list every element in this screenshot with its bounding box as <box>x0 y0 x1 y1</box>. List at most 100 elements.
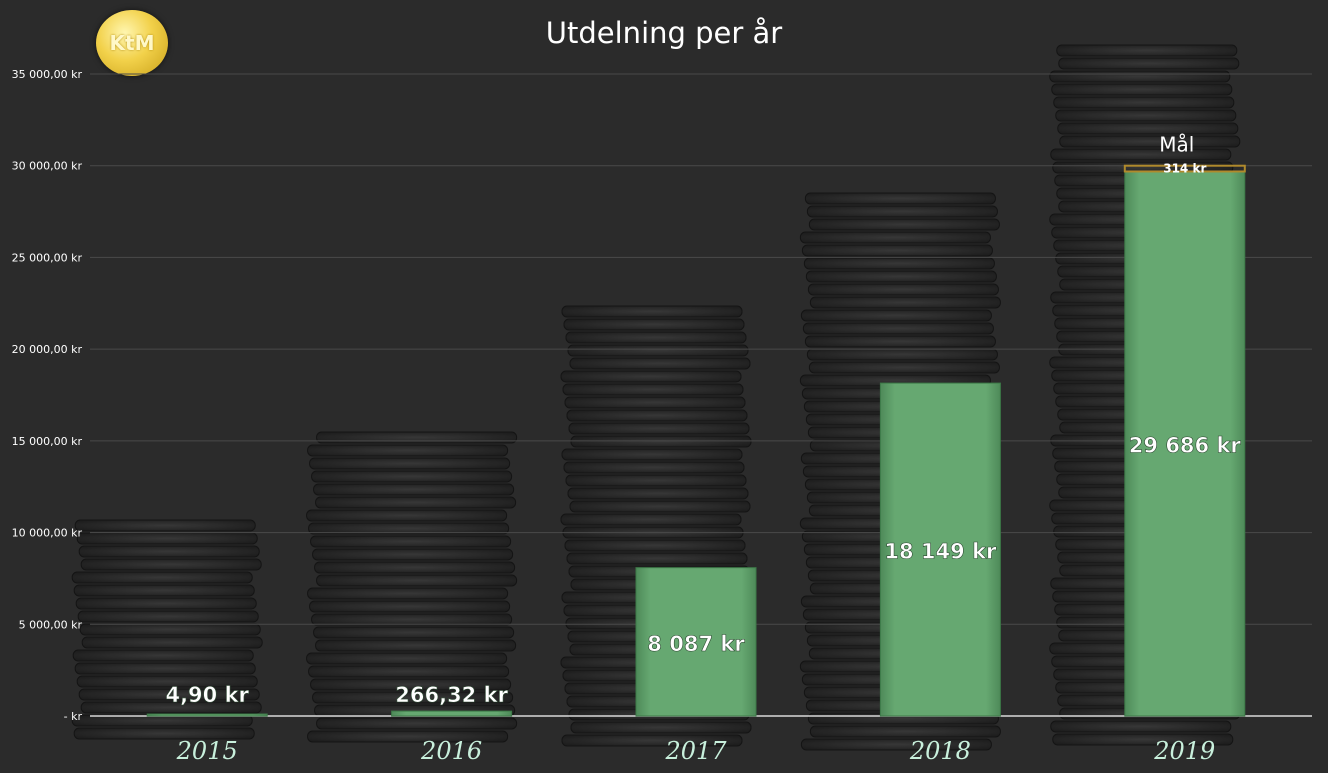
coin <box>799 231 991 244</box>
ktm-logo: KtM <box>96 10 168 76</box>
coin <box>81 636 263 649</box>
coin <box>310 535 512 548</box>
coin <box>311 613 513 626</box>
coin <box>1059 135 1241 148</box>
coin <box>72 649 254 662</box>
coin <box>1053 96 1235 109</box>
coin <box>307 730 509 743</box>
coin <box>80 558 262 571</box>
coin <box>308 665 510 678</box>
coin <box>75 597 257 610</box>
coin <box>1055 109 1237 122</box>
x-tick-label: 2017 <box>664 737 727 765</box>
coin <box>804 335 996 348</box>
coin <box>565 331 747 344</box>
coin <box>307 587 509 600</box>
coin <box>313 626 515 639</box>
coin <box>315 496 517 509</box>
coin <box>561 448 743 461</box>
logo-text: KtM <box>109 31 155 55</box>
coin <box>76 532 258 545</box>
bar <box>635 567 757 717</box>
coin <box>80 701 262 714</box>
coin <box>73 584 255 597</box>
coin <box>801 244 993 257</box>
coin <box>560 370 742 383</box>
y-tick-label: 30 000,00 kr <box>12 160 83 173</box>
coin <box>567 344 749 357</box>
data-label: 8 087 kr <box>647 632 745 656</box>
bar <box>879 382 1001 717</box>
coin <box>78 545 260 558</box>
chart-title: Utdelning per år <box>545 16 783 50</box>
y-tick-label: 25 000,00 kr <box>12 251 83 264</box>
coin <box>570 721 752 734</box>
coin <box>562 383 744 396</box>
bars: 4,90 kr 266,32 kr 8 087 kr 18 149 kr 29 686 … <box>146 133 1246 717</box>
coin <box>563 461 745 474</box>
coin <box>310 678 512 691</box>
coin <box>316 431 518 444</box>
coin <box>308 522 510 535</box>
coin <box>309 457 511 470</box>
coin <box>564 539 746 552</box>
coin <box>312 548 514 561</box>
coin <box>561 305 743 318</box>
coin <box>809 725 1001 738</box>
coin <box>800 309 992 322</box>
coin <box>805 270 997 283</box>
data-label: 266,32 kr <box>395 683 508 707</box>
y-tick-label: 35 000,00 kr <box>12 68 83 81</box>
coin <box>316 574 518 587</box>
coin <box>561 734 743 747</box>
y-tick-label: 20 000,00 kr <box>12 343 83 356</box>
coin <box>566 409 748 422</box>
coin <box>570 435 752 448</box>
coin <box>314 561 516 574</box>
coin <box>804 192 996 205</box>
coin <box>565 474 747 487</box>
coin <box>311 470 513 483</box>
data-label: 18 149 kr <box>884 540 997 564</box>
coin <box>316 717 518 730</box>
coin <box>1052 733 1234 746</box>
coin <box>309 600 511 613</box>
coin <box>74 662 256 675</box>
coin <box>315 639 517 652</box>
bar <box>1124 170 1246 717</box>
coin <box>560 513 742 526</box>
coin <box>79 623 261 636</box>
coin <box>568 422 750 435</box>
coin <box>76 675 258 688</box>
coin <box>569 500 751 513</box>
y-tick-label: 10 000,00 kr <box>12 527 83 540</box>
coin <box>1058 57 1240 70</box>
x-axis: 2015 2016 2017 2018 2019 <box>176 737 1216 765</box>
coin <box>566 552 748 565</box>
coin <box>563 318 745 331</box>
coin <box>809 296 1001 309</box>
coin <box>1056 44 1238 57</box>
goal-label: Mål <box>1159 133 1194 157</box>
coin <box>74 519 256 532</box>
coin <box>806 205 998 218</box>
bar <box>146 713 268 717</box>
coin <box>313 483 515 496</box>
data-label: 4,90 kr <box>165 683 249 707</box>
coin <box>808 218 1000 231</box>
coin <box>1050 148 1232 161</box>
coin <box>807 283 999 296</box>
coin <box>1050 720 1232 733</box>
x-tick-label: 2018 <box>909 737 971 765</box>
coin <box>71 571 253 584</box>
x-tick-label: 2019 <box>1153 737 1215 765</box>
coin <box>806 348 998 361</box>
coin <box>569 357 751 370</box>
y-tick-label: 15 000,00 kr <box>12 435 83 448</box>
coin <box>307 444 509 457</box>
coin <box>1049 70 1231 83</box>
y-axis: - kr 5 000,00 kr 10 000,00 kr 15 000,00 kr 2… <box>12 68 83 723</box>
coin <box>77 610 259 623</box>
y-tick-label: 5 000,00 kr <box>19 618 83 631</box>
